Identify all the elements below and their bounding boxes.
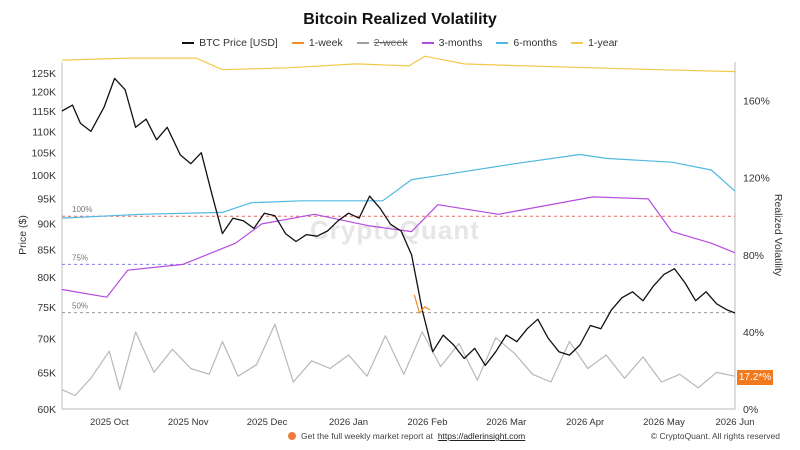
legend-swatch-icon: [571, 42, 584, 44]
legend-item[interactable]: BTC Price [USD]: [182, 37, 278, 49]
y-right-axis-title: Realized Volatility: [772, 194, 784, 277]
legend-item[interactable]: 3-months: [421, 37, 483, 49]
y-left-tick-label: 65K: [37, 367, 56, 379]
legend-swatch-icon: [356, 42, 369, 44]
legend-label: 2-week: [373, 37, 408, 49]
y-left-tick-label: 75K: [37, 302, 56, 314]
legend-label: 6-months: [513, 37, 558, 49]
legend-swatch-icon: [291, 42, 304, 44]
info-dot-icon: [288, 432, 296, 440]
y-left-tick-label: 85K: [37, 244, 56, 256]
series-line-6-months: [61, 153, 736, 219]
reference-line-label: 100%: [72, 205, 92, 214]
reference-line-label: 75%: [72, 253, 88, 262]
series-line-btc-price-usd: [61, 77, 736, 367]
series-line-1-week-vol-grey: [61, 323, 736, 397]
series-line-3-months: [61, 196, 736, 298]
y-right-tick-label: 80%: [743, 250, 764, 262]
y-right-tick-label: 0%: [743, 404, 758, 416]
footer-link[interactable]: https://adlerinsight.com: [437, 431, 526, 441]
x-tick-label: 2026 May: [643, 417, 685, 428]
legend-item[interactable]: 1-year: [571, 37, 618, 49]
y-left-tick-label: 80K: [37, 272, 56, 284]
x-tick-label: 2025 Oct: [90, 417, 129, 428]
chart-title: Bitcoin Realized Volatility: [303, 11, 497, 28]
x-tick-label: 2026 Apr: [566, 417, 604, 428]
y-right-tick-label: 120%: [743, 173, 770, 185]
y-left-tick-label: 110K: [32, 126, 56, 138]
legend-item[interactable]: 2-week: [356, 37, 408, 49]
legend-label: 1-year: [588, 37, 618, 49]
y-left-tick-label: 70K: [37, 333, 56, 345]
y-left-tick-label: 95K: [37, 194, 56, 206]
y-left-tick-label: 60K: [37, 404, 56, 416]
series-line-1-week: [413, 294, 431, 314]
reference-line-label: 50%: [72, 302, 88, 311]
current-value-badge: 17.2*%: [737, 370, 773, 385]
legend-swatch-icon: [421, 42, 434, 44]
legend-item[interactable]: 6-months: [496, 37, 557, 49]
legend-label: 3-months: [438, 37, 483, 49]
footer-promo-text: Get the full weekly market report at: [301, 431, 433, 441]
y-left-tick-label: 115K: [32, 106, 56, 118]
legend-label: BTC Price [USD]: [199, 37, 278, 49]
x-tick-label: 2026 Jan: [329, 417, 368, 428]
x-tick-label: 2025 Dec: [247, 417, 288, 428]
y-left-tick-label: 90K: [37, 218, 56, 230]
x-tick-label: 2026 Jun: [715, 417, 754, 428]
y-left-axis-title: Price ($): [17, 215, 29, 255]
legend-label: 1-week: [308, 37, 343, 49]
y-left-tick-label: 120K: [31, 87, 56, 99]
legend-swatch-icon: [496, 42, 509, 44]
y-left-tick-label: 105K: [31, 148, 56, 160]
y-left-tick-label: 125K: [31, 68, 56, 80]
x-tick-label: 2026 Mar: [486, 417, 526, 428]
x-tick-label: 2025 Nov: [168, 417, 209, 428]
series-line-1-year: [61, 55, 736, 73]
x-tick-label: 2026 Feb: [407, 417, 447, 428]
legend-swatch-icon: [182, 42, 195, 44]
legend: BTC Price [USD] 1-week 2-week 3-months 6-mon…: [0, 37, 800, 49]
footer-promo: Get the full weekly market report at htt…: [288, 431, 525, 441]
legend-item[interactable]: 1-week: [291, 37, 343, 49]
footer-copyright: © CryptoQuant. All rights reserved: [650, 431, 780, 441]
y-right-tick-label: 160%: [743, 96, 770, 108]
y-left-tick-label: 100K: [31, 170, 56, 182]
y-right-tick-label: 40%: [743, 327, 764, 339]
